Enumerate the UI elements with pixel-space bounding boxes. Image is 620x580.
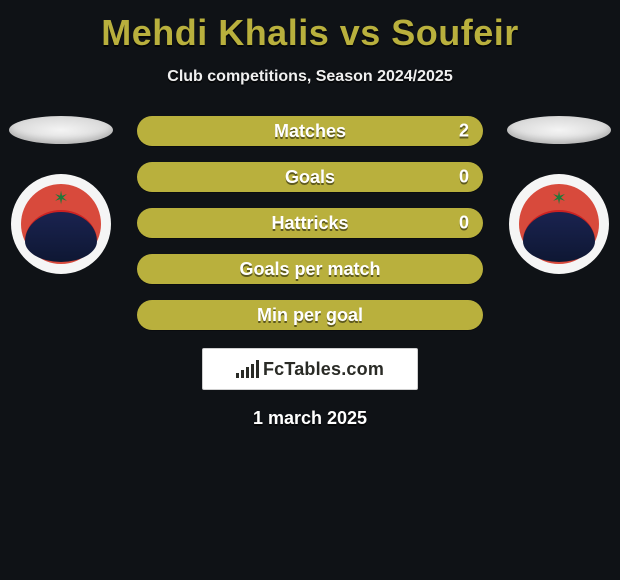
player-right-avatar-placeholder [507, 116, 611, 144]
player-left-badge: ✶ [6, 116, 116, 274]
player-right-club-logo: ✶ [509, 174, 609, 274]
stat-label: Goals per match [239, 259, 380, 280]
stat-row-hattricks: Hattricks 0 [137, 208, 483, 238]
brand-link[interactable]: FcTables.com [202, 348, 418, 390]
stat-label: Goals [285, 167, 335, 188]
stat-label: Matches [274, 121, 346, 142]
stat-row-min-per-goal: Min per goal [137, 300, 483, 330]
stat-row-goals-per-match: Goals per match [137, 254, 483, 284]
player-right-badge: ✶ [504, 116, 614, 274]
content-wrap: ✶ ✶ Matches 2 Goals 0 Hattricks 0 Goals … [0, 116, 620, 429]
star-icon: ✶ [53, 188, 68, 209]
stat-list: Matches 2 Goals 0 Hattricks 0 Goals per … [137, 116, 483, 330]
subtitle: Club competitions, Season 2024/2025 [0, 68, 620, 86]
stat-row-goals: Goals 0 [137, 162, 483, 192]
date-line: 1 march 2025 [0, 408, 620, 429]
star-icon: ✶ [551, 188, 566, 209]
stat-value-right: 0 [459, 167, 469, 188]
stat-label: Min per goal [257, 305, 363, 326]
player-left-avatar-placeholder [9, 116, 113, 144]
stat-value-right: 2 [459, 121, 469, 142]
stat-label: Hattricks [271, 213, 348, 234]
brand-text: FcTables.com [263, 359, 384, 380]
stat-value-right: 0 [459, 213, 469, 234]
stat-row-matches: Matches 2 [137, 116, 483, 146]
brand-bars-icon [236, 360, 259, 378]
page-title: Mehdi Khalis vs Soufeir [0, 0, 620, 54]
player-left-club-logo: ✶ [11, 174, 111, 274]
